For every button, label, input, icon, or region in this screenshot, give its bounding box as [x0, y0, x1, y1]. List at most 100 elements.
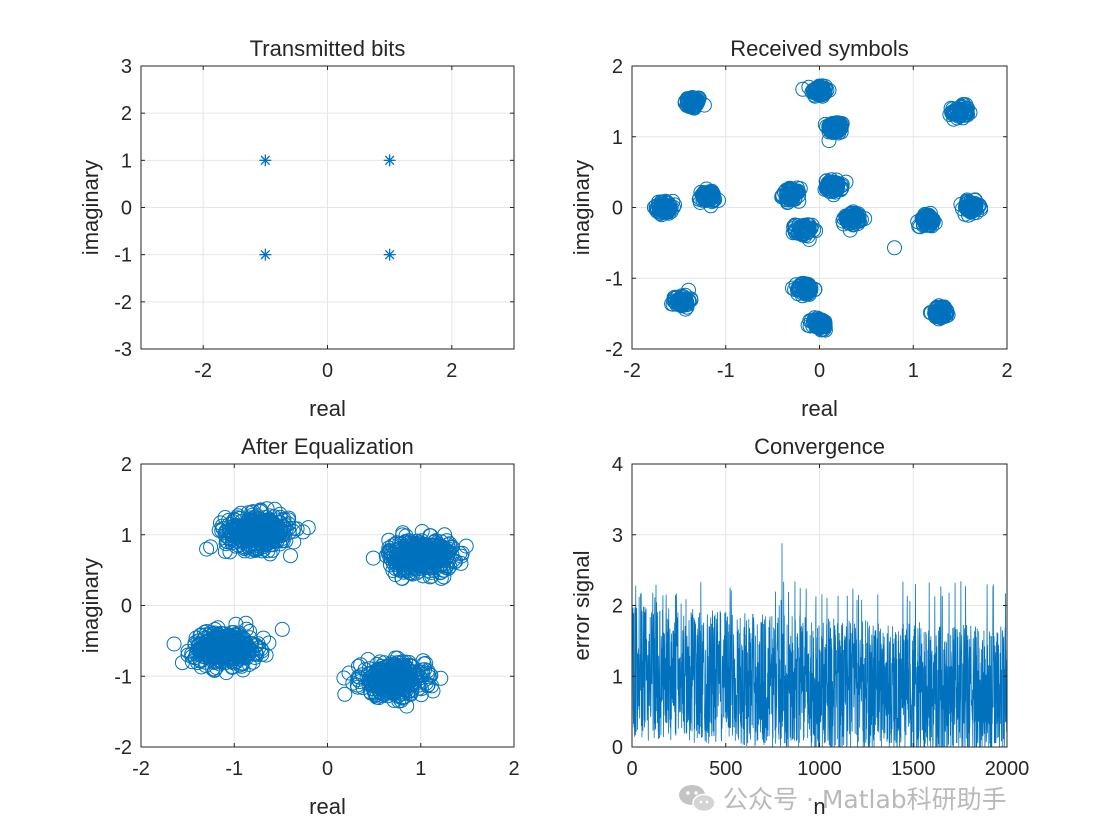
symbol-cluster	[835, 204, 873, 238]
data-point	[211, 642, 227, 658]
data-point	[337, 686, 353, 702]
data-point	[244, 518, 260, 534]
data-point	[360, 652, 376, 667]
data-point	[833, 117, 849, 133]
data-point	[367, 685, 383, 701]
data-point	[275, 530, 291, 546]
symbol-cluster	[664, 282, 699, 317]
data-point	[259, 501, 275, 517]
data-point	[373, 669, 389, 685]
data-point	[399, 698, 415, 714]
data-point	[650, 198, 666, 214]
x-tick-label: 0	[322, 360, 333, 382]
data-point	[810, 314, 826, 329]
data-point	[418, 655, 434, 671]
symbol-cluster	[336, 650, 449, 714]
y-tick-label: 0	[121, 198, 132, 220]
data-series	[632, 543, 1007, 747]
y-tick-label: 2	[612, 56, 623, 78]
data-point	[843, 205, 859, 221]
x-axis-label: real	[309, 794, 346, 819]
plot-area	[646, 78, 989, 338]
symbol-cluster	[199, 501, 316, 564]
data-point	[811, 319, 827, 335]
symbol-cluster	[166, 615, 290, 681]
x-tick-label: 2000	[985, 758, 1030, 780]
data-point	[803, 220, 819, 236]
x-tick-label: 0	[626, 758, 637, 780]
plot-area	[259, 154, 396, 261]
symbol-cluster	[910, 205, 943, 235]
data-point	[396, 666, 412, 682]
data-point	[425, 555, 441, 571]
data-point	[371, 678, 387, 694]
symbol-cluster	[953, 192, 989, 223]
data-point	[414, 524, 430, 539]
data-point	[353, 657, 369, 673]
symbol-cluster	[800, 310, 833, 338]
symbol-cluster	[922, 298, 956, 327]
data-point	[230, 648, 246, 664]
data-point	[221, 645, 237, 661]
y-tick-label: 1	[612, 127, 623, 149]
data-point	[378, 665, 394, 681]
x-tick-label: 1500	[891, 758, 936, 780]
data-point	[233, 532, 249, 548]
x-tick-label: -2	[132, 758, 150, 780]
data-point	[673, 295, 689, 311]
data-point	[830, 118, 846, 134]
data-point	[828, 117, 844, 133]
x-tick-label: 500	[709, 758, 742, 780]
data-point	[248, 511, 264, 527]
y-tick-label: -2	[114, 737, 132, 759]
data-point	[806, 314, 821, 330]
data-point	[361, 661, 377, 677]
y-tick-label: 1	[612, 666, 623, 688]
x-tick-label: -1	[717, 360, 735, 382]
data-point-outlier	[887, 240, 902, 256]
x-tick-label: -2	[194, 360, 212, 382]
y-axis-label: error signal	[569, 550, 594, 660]
data-point	[793, 219, 809, 235]
subplot-transmitted-bits: -2 0 2 -3 -2 -1 0 1 2 3 Transmitted bits real imagin…	[78, 36, 515, 421]
data-point	[439, 558, 455, 574]
x-tick-label: 2	[1001, 360, 1012, 382]
x-tick-label: 2	[446, 360, 457, 382]
data-point	[936, 299, 952, 315]
symbol-cluster	[785, 275, 823, 304]
data-point	[184, 654, 200, 670]
data-point	[424, 678, 440, 694]
data-point	[395, 525, 411, 541]
data-point	[399, 674, 414, 690]
data-point	[378, 675, 394, 691]
data-point	[257, 530, 273, 546]
chart-title: After Equalization	[241, 434, 413, 459]
data-point	[432, 544, 448, 560]
data-point-asterisk	[383, 154, 396, 167]
chart-title: Convergence	[754, 434, 885, 459]
data-point	[193, 627, 209, 643]
data-point	[667, 197, 682, 213]
data-point	[966, 202, 982, 218]
data-point	[403, 565, 419, 581]
data-point	[820, 176, 836, 192]
data-point	[823, 183, 839, 198]
data-point	[199, 541, 215, 557]
y-axis-label: imaginary	[78, 558, 103, 653]
data-point	[238, 528, 254, 544]
data-point	[383, 674, 399, 690]
data-point	[944, 104, 960, 120]
data-point	[402, 674, 417, 690]
x-tick-label: 0	[322, 758, 333, 780]
x-axis-label: n	[813, 794, 825, 819]
y-tick-label: -2	[605, 339, 623, 361]
data-point	[834, 180, 850, 196]
data-point	[352, 669, 367, 685]
data-point	[230, 527, 245, 543]
symbol-cluster	[691, 181, 726, 214]
data-point	[228, 616, 244, 632]
data-point	[365, 550, 381, 566]
symbol-cluster	[774, 180, 808, 211]
data-point	[218, 536, 234, 552]
data-point	[407, 554, 423, 570]
